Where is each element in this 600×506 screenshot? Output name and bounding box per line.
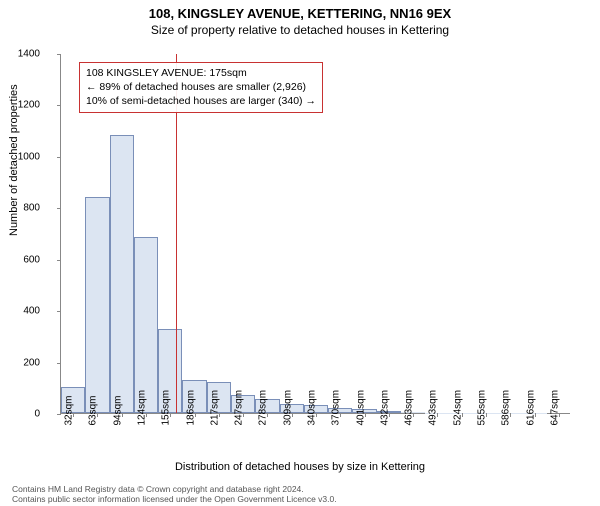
y-tick-label: 400 xyxy=(0,306,40,317)
y-tick-label: 1200 xyxy=(0,100,40,111)
annotation-box: 108 KINGSLEY AVENUE: 175sqm← 89% of deta… xyxy=(79,62,323,113)
y-tick-label: 0 xyxy=(0,409,40,420)
annotation-line: ← 89% of detached houses are smaller (2,… xyxy=(86,80,316,94)
y-tick-mark xyxy=(57,260,61,261)
y-tick-label: 800 xyxy=(0,203,40,214)
y-tick-mark xyxy=(57,363,61,364)
y-tick-mark xyxy=(57,311,61,312)
annotation-line: 10% of semi-detached houses are larger (… xyxy=(86,94,316,108)
histogram-bar xyxy=(110,135,134,413)
histogram-bar xyxy=(134,237,158,413)
y-tick-label: 600 xyxy=(0,254,40,265)
chart-area: 108 KINGSLEY AVENUE: 175sqm← 89% of deta… xyxy=(60,54,570,414)
y-tick-mark xyxy=(57,54,61,55)
y-tick-mark xyxy=(57,414,61,415)
y-tick-mark xyxy=(57,157,61,158)
footer-attribution: Contains HM Land Registry data © Crown c… xyxy=(12,484,337,504)
y-tick-label: 200 xyxy=(0,357,40,368)
y-tick-mark xyxy=(57,208,61,209)
y-tick-label: 1400 xyxy=(0,49,40,60)
chart-title-sub: Size of property relative to detached ho… xyxy=(0,23,600,37)
y-tick-mark xyxy=(57,105,61,106)
histogram-bar xyxy=(85,197,109,413)
annotation-line: 108 KINGSLEY AVENUE: 175sqm xyxy=(86,66,316,80)
y-tick-label: 1000 xyxy=(0,151,40,162)
chart-title-main: 108, KINGSLEY AVENUE, KETTERING, NN16 9E… xyxy=(0,6,600,21)
plot-region: 108 KINGSLEY AVENUE: 175sqm← 89% of deta… xyxy=(60,54,570,414)
footer-line1: Contains HM Land Registry data © Crown c… xyxy=(12,484,337,494)
footer-line2: Contains public sector information licen… xyxy=(12,494,337,504)
x-axis-label: Distribution of detached houses by size … xyxy=(0,461,600,473)
